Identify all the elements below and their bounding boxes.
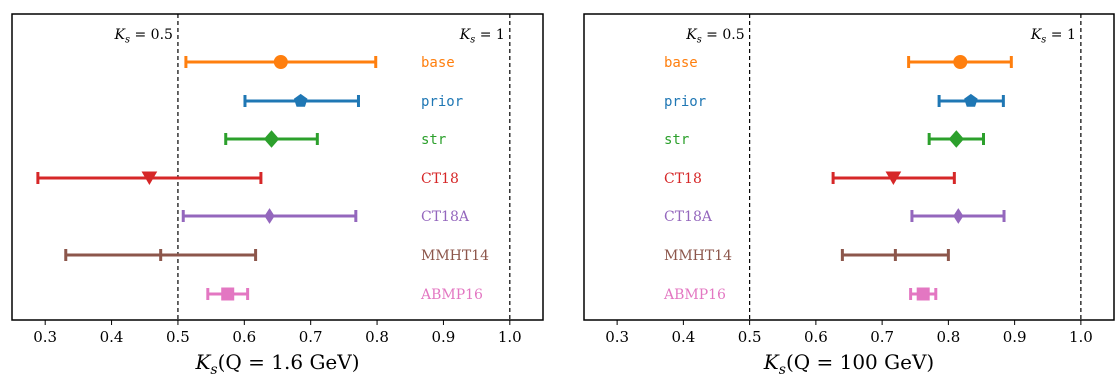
marker-circle (273, 55, 288, 69)
marker-thin-diamond (953, 208, 964, 224)
x-tick-label: 0.9 (1003, 328, 1027, 346)
series-label: base (664, 55, 698, 71)
marker-pentagon (964, 93, 978, 107)
x-tick-label: 0.8 (936, 328, 960, 346)
series-base: base (664, 55, 1013, 71)
series-str: str (664, 130, 985, 148)
x-axis-label: Ks(Q = 100 GeV) (763, 350, 934, 377)
marker-square (221, 287, 235, 301)
series-label: str (664, 132, 689, 148)
series-abmp16: ABMP16 (206, 287, 483, 303)
x-tick-label: 0.9 (432, 328, 456, 346)
series-label: prior (421, 94, 463, 110)
reference-line-label: Ks = 1 (459, 27, 505, 46)
series-label: CT18A (664, 209, 713, 225)
series-label: prior (664, 94, 706, 110)
series-ct18: CT18 (664, 171, 956, 187)
series-label: CT18A (421, 209, 470, 225)
series-mmht14: MMHT14 (64, 248, 489, 264)
series-prior: prior (243, 93, 463, 110)
marker-triangle-down (141, 171, 158, 185)
series-label: base (421, 55, 455, 71)
axes-frame (11, 13, 544, 321)
x-tick-label: 1.0 (498, 328, 522, 346)
marker-pentagon (293, 93, 308, 107)
series-str: str (224, 130, 446, 148)
x-tick-label: 0.7 (870, 328, 894, 346)
axes-frame (583, 13, 1115, 321)
series-label: CT18 (421, 171, 459, 187)
reference-line-label: Ks = 0.5 (685, 27, 744, 46)
x-tick-label: 0.4 (100, 328, 124, 346)
x-tick-label: 0.5 (166, 328, 190, 346)
marker-square (916, 287, 930, 301)
series-prior: prior (664, 93, 1005, 110)
marker-triangle-down (885, 171, 902, 185)
series-label: ABMP16 (420, 287, 483, 303)
series-label: MMHT14 (664, 248, 732, 264)
x-tick-label: 0.7 (299, 328, 323, 346)
chart-panel-2: Ks = 0.5 Ks = 1 base prior str CT18 CT18A MMHT1… (583, 13, 1115, 377)
marker-diamond (263, 130, 280, 148)
reference-line-label: Ks = 1 (1030, 27, 1076, 46)
x-tick-label: 0.3 (33, 328, 57, 346)
x-tick-label: 0.5 (738, 328, 762, 346)
reference-line-label: Ks = 0.5 (114, 27, 173, 46)
series-label: ABMP16 (663, 287, 726, 303)
marker-circle (953, 55, 968, 69)
series-ct18: CT18 (36, 171, 459, 187)
x-tick-label: 0.8 (365, 328, 389, 346)
x-tick-label: 0.4 (671, 328, 695, 346)
marker-thin-diamond (264, 208, 275, 224)
x-tick-label: 0.3 (605, 328, 629, 346)
x-tick-label: 0.6 (232, 328, 256, 346)
x-tick-label: 0.6 (804, 328, 828, 346)
series-label: CT18 (664, 171, 702, 187)
series-mmht14: MMHT14 (664, 248, 950, 264)
series-abmp16: ABMP16 (663, 287, 938, 303)
series-ct18a: CT18A (181, 208, 470, 225)
x-tick-label: 1.0 (1069, 328, 1093, 346)
series-label: str (421, 132, 446, 148)
series-base: base (184, 55, 455, 71)
series-label: MMHT14 (421, 248, 489, 264)
marker-diamond (948, 130, 964, 148)
series-ct18a: CT18A (664, 208, 1006, 225)
x-axis-label: Ks(Q = 1.6 GeV) (194, 350, 359, 377)
